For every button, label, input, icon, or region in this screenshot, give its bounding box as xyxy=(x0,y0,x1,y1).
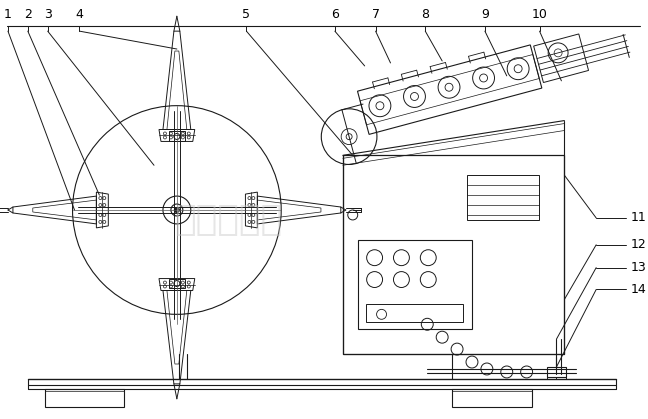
Text: 10: 10 xyxy=(531,8,548,21)
Text: 7: 7 xyxy=(371,8,380,21)
Bar xyxy=(365,304,463,322)
Bar xyxy=(452,389,531,407)
Text: 3: 3 xyxy=(44,8,52,21)
Bar xyxy=(45,389,124,407)
Text: 1: 1 xyxy=(4,8,12,21)
Bar xyxy=(546,373,566,379)
Text: 富志德机械: 富志德机械 xyxy=(174,203,283,237)
Text: 4: 4 xyxy=(76,8,84,21)
Bar xyxy=(546,367,566,377)
Text: 2: 2 xyxy=(24,8,32,21)
Text: 8: 8 xyxy=(421,8,429,21)
Text: 12: 12 xyxy=(631,238,647,251)
Text: 9: 9 xyxy=(481,8,489,21)
Text: 13: 13 xyxy=(631,261,647,274)
Text: 5: 5 xyxy=(242,8,250,21)
Text: 14: 14 xyxy=(631,283,647,296)
Text: 11: 11 xyxy=(631,212,647,225)
Text: 6: 6 xyxy=(331,8,339,21)
Bar xyxy=(358,240,472,329)
Circle shape xyxy=(174,207,179,212)
Bar xyxy=(467,175,538,220)
Bar xyxy=(343,155,564,354)
